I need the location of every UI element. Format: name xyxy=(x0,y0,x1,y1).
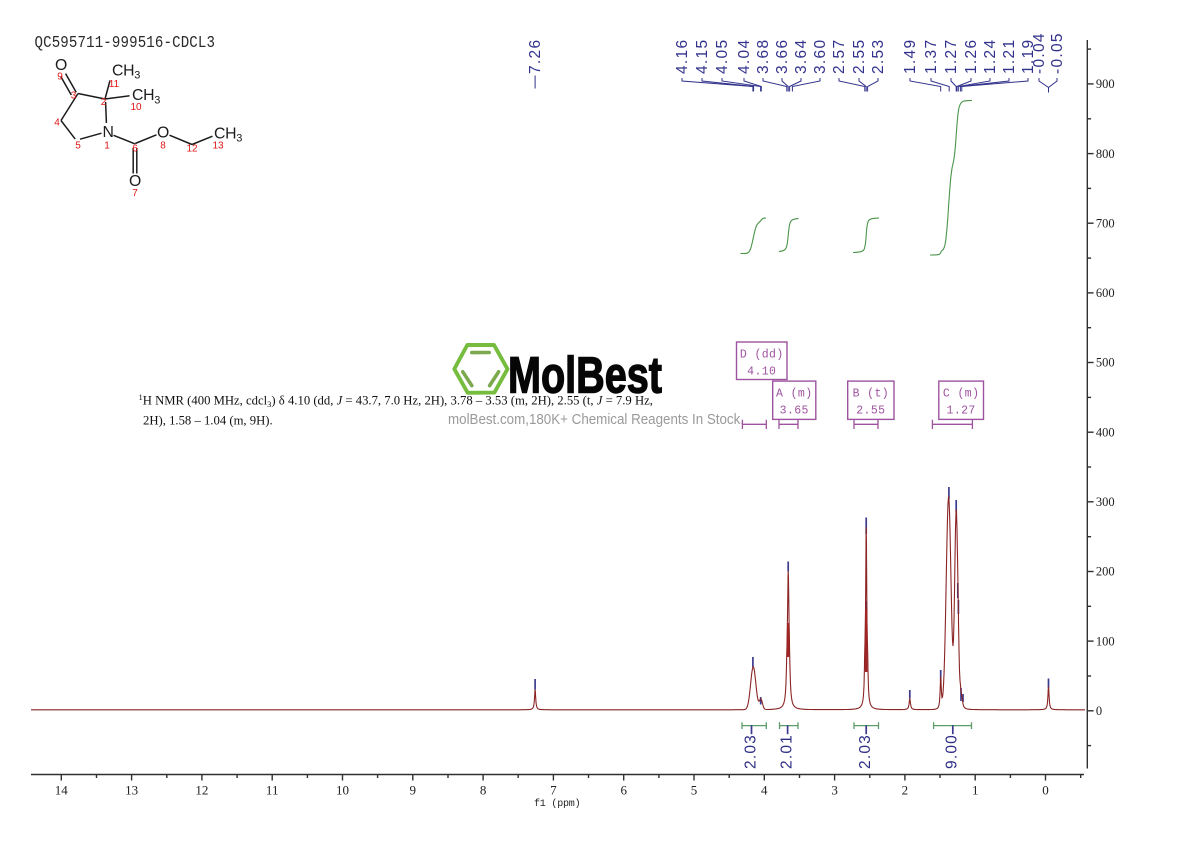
svg-text:13: 13 xyxy=(212,141,224,152)
svg-text:3: 3 xyxy=(831,783,838,798)
svg-text:2.55: 2.55 xyxy=(851,39,868,74)
svg-text:5: 5 xyxy=(75,141,81,152)
svg-text:3.64: 3.64 xyxy=(793,39,810,74)
svg-text:5: 5 xyxy=(691,783,698,798)
svg-text:2.53: 2.53 xyxy=(870,39,887,74)
svg-text:2H), 1.58 – 1.04 (m, 9H).: 2H), 1.58 – 1.04 (m, 9H). xyxy=(143,414,273,428)
svg-text:4.04: 4.04 xyxy=(736,39,753,74)
svg-text:9: 9 xyxy=(410,783,417,798)
svg-text:4: 4 xyxy=(761,783,768,798)
svg-text:1: 1 xyxy=(104,141,110,152)
svg-text:10: 10 xyxy=(336,783,349,798)
svg-text:8: 8 xyxy=(160,141,166,152)
svg-text:11: 11 xyxy=(109,79,120,90)
svg-text:6: 6 xyxy=(620,783,627,798)
svg-text:O: O xyxy=(157,124,169,141)
svg-text:N: N xyxy=(102,124,113,141)
svg-text:0: 0 xyxy=(1096,704,1102,718)
svg-text:13: 13 xyxy=(125,783,138,798)
svg-text:700: 700 xyxy=(1096,216,1115,230)
svg-text:1.26: 1.26 xyxy=(963,39,980,74)
svg-text:1.49: 1.49 xyxy=(902,39,919,74)
svg-text:1.24: 1.24 xyxy=(982,39,999,74)
svg-text:7: 7 xyxy=(132,188,138,199)
svg-text:4.05: 4.05 xyxy=(714,39,731,74)
svg-text:1.21: 1.21 xyxy=(1001,39,1018,74)
svg-text:2.57: 2.57 xyxy=(831,39,848,74)
svg-text:14: 14 xyxy=(55,783,69,798)
svg-text:500: 500 xyxy=(1096,356,1115,370)
svg-text:300: 300 xyxy=(1096,495,1115,509)
svg-text:2.01: 2.01 xyxy=(778,734,795,769)
svg-text:f1 (ppm): f1 (ppm) xyxy=(534,798,580,810)
svg-text:12: 12 xyxy=(186,144,198,155)
svg-text:3.66: 3.66 xyxy=(774,39,791,74)
svg-text:3: 3 xyxy=(71,91,77,102)
svg-text:2.03: 2.03 xyxy=(742,734,759,769)
svg-text:7: 7 xyxy=(550,783,557,798)
svg-text:1H NMR (400 MHz, cdcl3) δ 4.10: 1H NMR (400 MHz, cdcl3) δ 4.10 (dd, J = … xyxy=(139,392,653,409)
svg-text:2: 2 xyxy=(902,783,909,798)
svg-text:1.27: 1.27 xyxy=(943,39,960,74)
svg-text:100: 100 xyxy=(1096,634,1115,648)
svg-text:200: 200 xyxy=(1096,565,1115,579)
svg-text:2: 2 xyxy=(101,97,107,108)
svg-text:0: 0 xyxy=(1042,783,1049,798)
svg-text:4.16: 4.16 xyxy=(674,39,691,74)
svg-text:D (dd): D (dd) xyxy=(740,349,784,362)
svg-text:4.10: 4.10 xyxy=(747,366,776,379)
svg-text:molBest.com,180K+ Chemical Rea: molBest.com,180K+ Chemical Reagents In S… xyxy=(448,412,744,428)
svg-text:3.60: 3.60 xyxy=(812,39,829,74)
svg-text:1: 1 xyxy=(972,783,979,798)
svg-text:7.26: 7.26 xyxy=(527,39,544,74)
svg-text:B (t): B (t) xyxy=(853,388,890,401)
svg-text:4.15: 4.15 xyxy=(694,39,711,74)
svg-text:10: 10 xyxy=(130,102,142,113)
svg-text:600: 600 xyxy=(1096,286,1115,300)
svg-text:800: 800 xyxy=(1096,147,1115,161)
svg-text:2.55: 2.55 xyxy=(856,405,885,418)
svg-text:400: 400 xyxy=(1096,425,1115,439)
svg-text:A (m): A (m) xyxy=(776,388,813,401)
svg-text:-0.04: -0.04 xyxy=(1031,32,1048,74)
svg-text:8: 8 xyxy=(480,783,487,798)
svg-text:6: 6 xyxy=(132,144,138,155)
svg-text:3.65: 3.65 xyxy=(780,405,809,418)
svg-text:11: 11 xyxy=(266,783,279,798)
svg-text:1.37: 1.37 xyxy=(923,39,940,74)
svg-text:3.68: 3.68 xyxy=(755,39,772,74)
svg-text:1.27: 1.27 xyxy=(947,405,976,418)
svg-text:2.03: 2.03 xyxy=(857,734,874,769)
svg-text:9: 9 xyxy=(57,72,63,83)
svg-text:4: 4 xyxy=(54,118,60,129)
svg-text:QC595711-999516-CDCL3: QC595711-999516-CDCL3 xyxy=(35,33,216,52)
svg-text:900: 900 xyxy=(1096,77,1115,91)
svg-text:-0.05: -0.05 xyxy=(1049,32,1066,74)
svg-text:C (m): C (m) xyxy=(943,388,980,401)
svg-text:12: 12 xyxy=(195,783,208,798)
svg-text:9.00: 9.00 xyxy=(944,734,961,769)
